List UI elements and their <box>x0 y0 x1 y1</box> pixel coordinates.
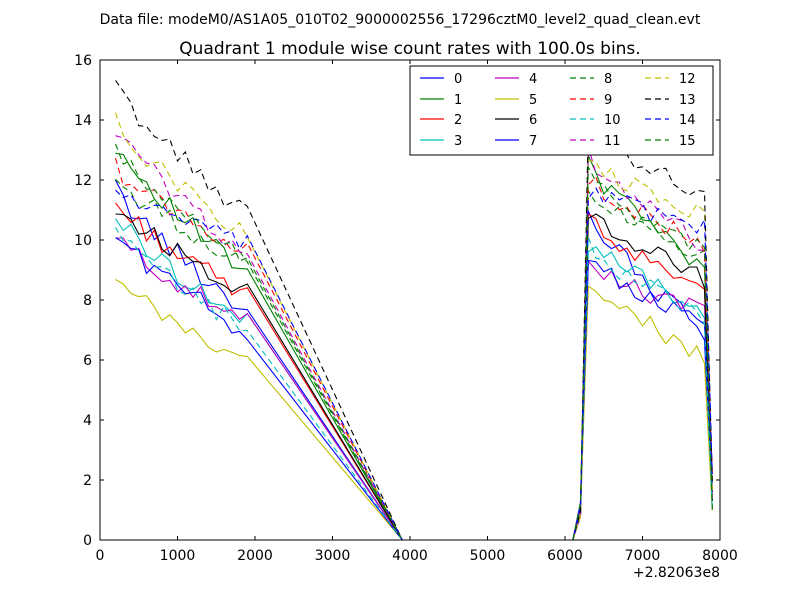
series-layer <box>114 80 713 540</box>
legend-label: 15 <box>679 134 696 149</box>
axis-ticks <box>99 59 721 541</box>
y-tick-label: 6 <box>83 353 92 369</box>
series-line-14 <box>115 187 713 540</box>
y-tick-label: 4 <box>83 413 92 429</box>
x-tick-label: 5000 <box>470 548 506 564</box>
legend-label: 0 <box>454 72 462 87</box>
legend-label: 10 <box>604 113 621 128</box>
series-line-11 <box>115 135 713 540</box>
series-line-8 <box>115 178 713 540</box>
x-tick-label: 8000 <box>702 548 738 564</box>
legend-label: 12 <box>679 72 696 87</box>
x-tick-label: 4000 <box>392 548 428 564</box>
x-tick-label: 7000 <box>625 548 661 564</box>
legend-label: 5 <box>529 93 537 108</box>
x-offset-label: +2.82063e8 <box>633 565 720 581</box>
series-line-12 <box>114 112 713 540</box>
series-line-9 <box>114 157 713 540</box>
series-line-7 <box>115 237 713 540</box>
y-tick-label: 16 <box>74 53 92 69</box>
series-line-6 <box>115 213 713 540</box>
x-tick-label: 0 <box>96 548 105 564</box>
series-line-2 <box>115 202 713 540</box>
y-tick-label: 14 <box>74 113 92 129</box>
series-line-13 <box>115 80 713 540</box>
series-line-3 <box>115 218 713 540</box>
legend: 0 1 2 3 4 5 6 7 8 9 10 11 12 13 14 15 <box>409 65 714 156</box>
series-line-5 <box>115 278 713 540</box>
y-tick-label: 2 <box>83 473 92 489</box>
legend-label: 14 <box>679 113 696 128</box>
chart-suptitle: Data file: modeM0/AS1A05_010T02_90000025… <box>100 12 701 28</box>
x-tick-label: 3000 <box>315 548 351 564</box>
legend-label: 13 <box>679 93 696 108</box>
legend-label: 1 <box>454 93 462 108</box>
series-line-4 <box>115 237 713 540</box>
chart-title: Quadrant 1 module wise count rates with … <box>179 39 640 59</box>
legend-label: 8 <box>604 72 612 87</box>
x-tick-label: 6000 <box>547 548 583 564</box>
legend-label: 9 <box>604 93 612 108</box>
y-tick-label: 10 <box>74 233 92 249</box>
y-tick-label: 8 <box>83 293 92 309</box>
x-tick-label: 2000 <box>237 548 273 564</box>
legend-label: 2 <box>454 113 462 128</box>
legend-frame <box>409 65 714 156</box>
legend-label: 11 <box>604 134 621 149</box>
x-tick-label: 1000 <box>160 548 196 564</box>
series-line-15 <box>114 143 713 540</box>
legend-label: 7 <box>529 134 537 149</box>
legend-label: 6 <box>529 113 537 128</box>
legend-label: 4 <box>529 72 537 87</box>
y-tick-label: 12 <box>74 173 92 189</box>
legend-label: 3 <box>454 134 462 149</box>
y-tick-label: 0 <box>83 533 92 549</box>
